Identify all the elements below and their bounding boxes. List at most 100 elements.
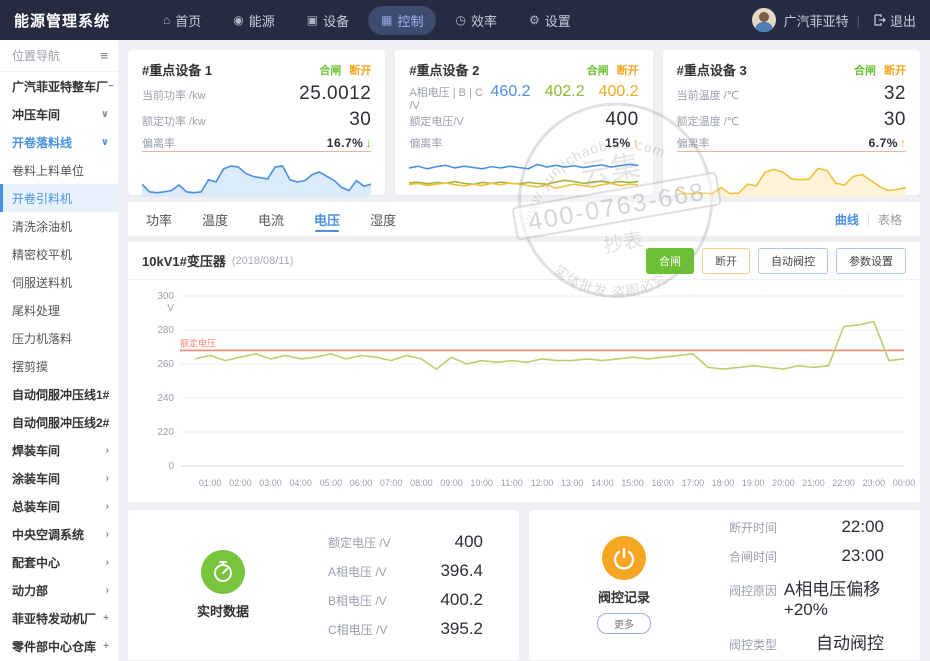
nav-item-控制[interactable]: ▦ 控制: [368, 5, 437, 35]
svg-text:280: 280: [157, 325, 174, 336]
sidebar-item-中央空调系统[interactable]: 中央空调系统 ›: [0, 520, 118, 548]
sidebar-item-label: 摆剪摸: [12, 359, 49, 374]
nav-item-首页[interactable]: ⌂ 首页: [150, 6, 214, 35]
nav-item-能源[interactable]: ◉ 能源: [220, 6, 288, 35]
sidebar-item-动力部[interactable]: 动力部 ›: [0, 576, 118, 604]
sidebar-item-伺服送料机[interactable]: 伺服送料机: [0, 268, 118, 296]
avatar-body: [754, 22, 773, 32]
sidebar-item-label: 涂装车间: [12, 471, 61, 486]
device-card-1: #重点设备 1 合闸 断开 当前功率 /kw 25.0012 额定功率 /kw 30 偏离率 1…: [128, 50, 386, 197]
panel-button-合闸[interactable]: 合闸: [646, 247, 694, 274]
switch-on-label[interactable]: 合闸: [853, 64, 876, 77]
sidebar-item-suffix-icon: ∨: [100, 108, 109, 120]
switch-off-label[interactable]: 断开: [883, 64, 906, 77]
metric-value: 30: [883, 109, 906, 130]
sidebar-item-菲亚特发动机厂[interactable]: 菲亚特发动机厂 +: [0, 604, 118, 632]
sidebar-item-suffix-icon: ›: [105, 500, 109, 512]
tab-电压[interactable]: 电压: [314, 202, 340, 236]
nav-item-设置[interactable]: ⚙ 设置: [516, 6, 584, 35]
sidebar-item-label: 卷料上料单位: [12, 163, 85, 178]
valve-value: A相电压偏移+20%: [783, 579, 881, 619]
nav-item-label: 控制: [397, 13, 424, 29]
sidebar-header-label: 位置导航: [12, 49, 61, 63]
sidebar-item-label: 中央空调系统: [12, 527, 85, 542]
svg-text:0: 0: [168, 461, 174, 472]
svg-text:18:00: 18:00: [712, 478, 735, 488]
sidebar-item-label: 零件部中心仓库: [12, 639, 97, 654]
device-card-title: #重点设备 3: [676, 63, 747, 78]
tab-湿度[interactable]: 湿度: [370, 212, 397, 228]
panel-button-参数设置[interactable]: 参数设置: [836, 247, 906, 274]
bottom-cards-row: 实时数据 额定电压 /V 400 A相电压 /V 396.4 B相电压 /V 400.2 C…: [128, 510, 920, 660]
device-card-row: 偏离率 6.7% ↑: [677, 135, 906, 151]
panel-button-自动阀控[interactable]: 自动阀控: [758, 247, 828, 274]
sidebar-item-配套中心[interactable]: 配套中心 ›: [0, 548, 118, 576]
sidebar-item-压力机落料[interactable]: 压力机落料: [0, 324, 118, 352]
sidebar-header: 位置导航 ≡: [0, 40, 118, 72]
sidebar-tree: 广汽菲亚特整车厂 − 冲压车间 ∨ 开卷落料线 ∨ 卷料上料单位 开卷引料机清洗涂油机 精密校平…: [0, 72, 118, 660]
logout-button[interactable]: 退出: [874, 11, 916, 30]
valve-row: 合闸时间 23:00: [729, 546, 900, 566]
phase-value: 460.2: [490, 83, 531, 100]
sidebar-item-开卷落料线[interactable]: 开卷落料线 ∨: [0, 128, 118, 156]
device-cards-row: #重点设备 1 合闸 断开 当前功率 /kw 25.0012 额定功率 /kw 30 偏离率 1…: [128, 50, 920, 197]
logout-label: 退出: [889, 13, 916, 29]
svg-text:17:00: 17:00: [682, 478, 705, 488]
switch-on-label[interactable]: 合闸: [319, 64, 342, 77]
sidebar-item-涂装车间[interactable]: 涂装车间 ›: [0, 464, 118, 492]
sidebar-item-label: 广汽菲亚特整车厂: [12, 79, 109, 94]
sidebar-item-焊装车间[interactable]: 焊装车间 ›: [0, 436, 118, 464]
sidebar-item-精密校平机[interactable]: 精密校平机: [0, 240, 118, 268]
switch-on-label[interactable]: 合闸: [586, 64, 609, 77]
valve-label: 阀控类型: [729, 637, 778, 652]
device-card-row: 当前功率 /kw 25.0012: [142, 83, 371, 105]
phase-value: 402.2: [544, 83, 585, 100]
sidebar-item-suffix-icon: ∨: [100, 136, 109, 148]
app-title: 能源管理系统: [14, 12, 111, 30]
more-button[interactable]: 更多: [597, 613, 651, 634]
sidebar-item-总装车间[interactable]: 总装车间 ›: [0, 492, 118, 520]
settings-gear-icon: ⚙: [528, 13, 540, 27]
view-table-button[interactable]: 表格: [877, 212, 902, 227]
realtime-card-title: 实时数据: [196, 604, 249, 619]
sidebar-item-广汽菲亚特整车厂[interactable]: 广汽菲亚特整车厂 −: [0, 72, 118, 100]
metric-label: 额定功率 /kw: [142, 116, 206, 128]
nav-item-效率[interactable]: ◷ 效率: [442, 6, 510, 35]
sidebar-item-冲压车间[interactable]: 冲压车间 ∨: [0, 100, 118, 128]
realtime-row: B相电压 /V 400.2: [328, 590, 499, 610]
nav-item-label: 能源: [248, 13, 275, 29]
switch-off-label[interactable]: 断开: [349, 64, 372, 77]
tab-温度[interactable]: 温度: [202, 212, 229, 228]
realtime-label: 额定电压 /V: [328, 535, 391, 550]
svg-text:07:00: 07:00: [380, 478, 403, 488]
nav-item-设备[interactable]: ▣ 设备: [294, 6, 362, 35]
filter-icon[interactable]: ≡: [100, 48, 108, 63]
sidebar-item-自动伺服冲压线1#[interactable]: 自动伺服冲压线1#: [0, 380, 118, 408]
sidebar-item-卷料上料单位[interactable]: 卷料上料单位: [0, 156, 118, 184]
user-avatar[interactable]: [751, 8, 776, 32]
sidebar-item-尾料处理[interactable]: 尾料处理: [0, 296, 118, 324]
realtime-label: C相电压 /V: [328, 622, 388, 637]
sidebar-item-自动伺服冲压线2#[interactable]: 自动伺服冲压线2#: [0, 408, 118, 436]
nav-item-label: 设置: [544, 13, 571, 29]
svg-text:16:00: 16:00: [651, 478, 674, 488]
sidebar-item-label: 配套中心: [12, 555, 61, 570]
sidebar-item-label: 开卷引料机: [12, 191, 73, 206]
sidebar-item-零件部中心仓库[interactable]: 零件部中心仓库 +: [0, 632, 118, 660]
valve-card-left: 阀控记录 更多: [549, 536, 699, 634]
sidebar-item-开卷引料机[interactable]: 开卷引料机: [0, 184, 118, 212]
panel-button-断开[interactable]: 断开: [702, 247, 750, 274]
metric-value: 32: [883, 83, 906, 104]
metric-label: 偏离率: [676, 138, 710, 150]
tab-功率[interactable]: 功率: [146, 212, 173, 228]
sidebar-item-label: 菲亚特发动机厂: [12, 611, 97, 626]
svg-text:04:00: 04:00: [289, 478, 312, 488]
sidebar-item-清洗涂油机[interactable]: 清洗涂油机: [0, 212, 118, 240]
switch-off-label[interactable]: 断开: [616, 64, 639, 77]
device-card-header: #重点设备 2 合闸 断开: [409, 60, 638, 79]
tab-电流[interactable]: 电流: [258, 212, 285, 228]
view-curve-button[interactable]: 曲线: [834, 212, 859, 227]
metric-value: 16.7%: [326, 136, 364, 150]
svg-text:19:00: 19:00: [742, 478, 765, 488]
sidebar-item-摆剪摸[interactable]: 摆剪摸: [0, 352, 118, 380]
